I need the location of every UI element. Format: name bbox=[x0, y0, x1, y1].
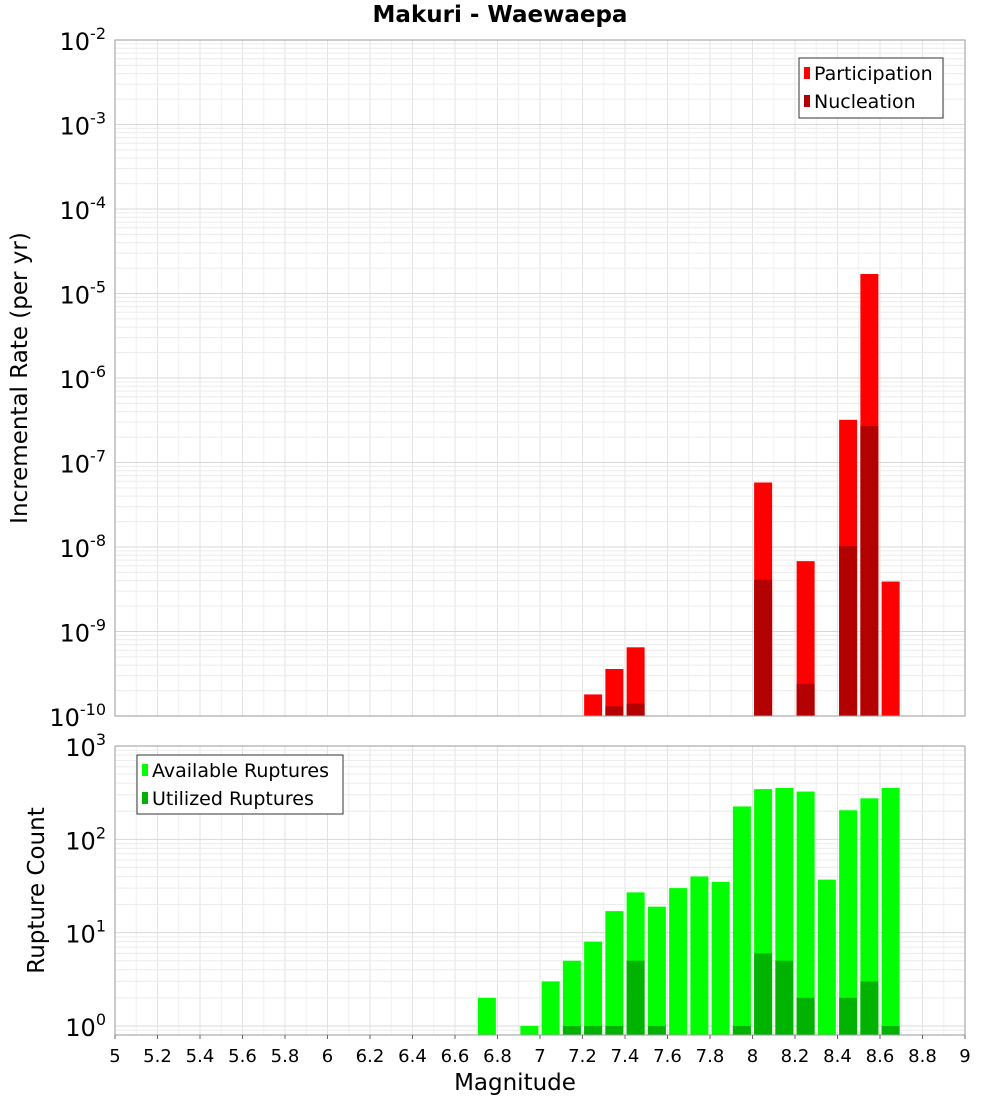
bar-utilized-ruptures bbox=[796, 997, 815, 1035]
y-tick-label: 10-3 bbox=[60, 109, 107, 141]
y-tick-label: 10-2 bbox=[60, 24, 107, 56]
bar-available-ruptures bbox=[562, 960, 581, 1035]
x-tick-label: 6.2 bbox=[356, 1046, 385, 1067]
x-tick-label: 8.4 bbox=[823, 1046, 852, 1067]
y-tick-label: 102 bbox=[65, 823, 106, 855]
bar-utilized-ruptures bbox=[860, 981, 879, 1035]
x-tick-label: 5.2 bbox=[143, 1046, 172, 1067]
bar-available-ruptures bbox=[605, 911, 624, 1035]
bar-utilized-ruptures bbox=[626, 960, 645, 1035]
bar-participation bbox=[605, 668, 624, 716]
x-tick-label: 5.8 bbox=[271, 1046, 300, 1067]
x-axis-label: Magnitude bbox=[454, 1070, 576, 1096]
bar-utilized-ruptures bbox=[647, 1025, 666, 1035]
bar-available-ruptures bbox=[817, 879, 836, 1035]
y-tick-label: 10-4 bbox=[60, 193, 107, 225]
bar-available-ruptures bbox=[860, 798, 879, 1035]
bar-available-ruptures bbox=[839, 810, 858, 1035]
chart-title: Makuri - Waewaepa bbox=[372, 2, 628, 28]
x-tick-label: 8.2 bbox=[781, 1046, 810, 1067]
bar-nucleation bbox=[839, 545, 858, 716]
x-tick-label: 8 bbox=[747, 1046, 758, 1067]
y-tick-label: 103 bbox=[65, 730, 106, 762]
bar-available-ruptures bbox=[732, 806, 751, 1035]
x-tick-label: 7 bbox=[534, 1046, 545, 1067]
bar-utilized-ruptures bbox=[584, 1025, 603, 1035]
x-tick-label: 6 bbox=[322, 1046, 333, 1067]
legend: Participation Nucleation bbox=[798, 57, 944, 119]
x-tick-label: 5.6 bbox=[228, 1046, 257, 1067]
bar-nucleation bbox=[860, 426, 879, 716]
x-tick-label: 5.4 bbox=[186, 1046, 215, 1067]
x-tick-label: 6.6 bbox=[441, 1046, 470, 1067]
bar-nucleation bbox=[626, 703, 645, 716]
bar-participation bbox=[881, 581, 900, 716]
bar-utilized-ruptures bbox=[839, 997, 858, 1035]
bar-participation bbox=[796, 561, 815, 716]
bar-available-ruptures bbox=[477, 997, 496, 1035]
bar-available-ruptures bbox=[541, 981, 560, 1035]
bar-utilized-ruptures bbox=[775, 960, 794, 1035]
x-tick-label: 7.8 bbox=[696, 1046, 725, 1067]
bar-available-ruptures bbox=[690, 876, 709, 1035]
bar-available-ruptures bbox=[669, 888, 688, 1035]
panel-1: 10-2 10-3 10-4 10-5 10-6 10-7 10-8 10-9 10-10 Inc… bbox=[7, 24, 966, 732]
legend: Available Ruptures Utilized Ruptures bbox=[136, 754, 344, 815]
y-tick-label: 10-7 bbox=[60, 447, 107, 479]
y-tick-label: 101 bbox=[65, 917, 106, 949]
x-tick-label: 7.6 bbox=[653, 1046, 682, 1067]
legend-label: Available Ruptures bbox=[152, 760, 329, 782]
y-axis-label: Incremental Rate (per yr) bbox=[7, 232, 33, 524]
legend-box bbox=[136, 754, 344, 815]
x-tick-label: 8.8 bbox=[908, 1046, 937, 1067]
legend-swatch bbox=[804, 67, 810, 79]
bar-nucleation bbox=[754, 579, 773, 716]
bar-available-ruptures bbox=[881, 787, 900, 1035]
x-tick-label: 6.4 bbox=[398, 1046, 427, 1067]
legend-label: Utilized Ruptures bbox=[152, 788, 314, 810]
bar-participation bbox=[584, 694, 603, 716]
y-tick-label: 10-6 bbox=[60, 362, 107, 394]
bar-available-ruptures bbox=[711, 881, 730, 1035]
y-tick-label: 10-5 bbox=[60, 278, 107, 310]
bar-participation bbox=[626, 647, 645, 716]
bar-utilized-ruptures bbox=[562, 1025, 581, 1035]
y-tick-label: 10-10 bbox=[49, 700, 106, 732]
legend-label: Nucleation bbox=[814, 91, 916, 113]
x-tick-label: 7.2 bbox=[568, 1046, 597, 1067]
y-tick-label: 10-8 bbox=[60, 531, 107, 563]
x-tick-label: 5 bbox=[109, 1046, 120, 1067]
panel-2: 103 102 101 100 Rupture Count 5 5.2 5.4 5.6 5.8 6 6… bbox=[24, 730, 971, 1096]
y-tick-label: 100 bbox=[65, 1010, 106, 1042]
plot-frame bbox=[114, 39, 966, 717]
x-tick-label: 8.6 bbox=[866, 1046, 895, 1067]
bar-available-ruptures bbox=[520, 1025, 539, 1035]
bar-available-ruptures bbox=[796, 791, 815, 1035]
bar-utilized-ruptures bbox=[605, 1025, 624, 1035]
legend-swatch bbox=[142, 764, 148, 776]
legend-swatch bbox=[804, 95, 810, 107]
legend-label: Participation bbox=[814, 63, 933, 85]
x-tick-label: 6.8 bbox=[483, 1046, 512, 1067]
bar-nucleation bbox=[605, 706, 624, 716]
bar-utilized-ruptures bbox=[881, 1025, 900, 1035]
y-tick-label: 10-9 bbox=[60, 616, 107, 648]
legend-box bbox=[798, 57, 944, 119]
bar-available-ruptures bbox=[647, 906, 666, 1035]
bar-available-ruptures bbox=[584, 941, 603, 1035]
bar-utilized-ruptures bbox=[732, 1025, 751, 1035]
y-axis-label: Rupture Count bbox=[24, 807, 50, 973]
bar-nucleation bbox=[796, 683, 815, 716]
x-tick-label: 7.4 bbox=[611, 1046, 640, 1067]
legend-swatch bbox=[142, 792, 148, 804]
x-tick-label: 9 bbox=[959, 1046, 970, 1067]
bar-utilized-ruptures bbox=[754, 953, 773, 1035]
